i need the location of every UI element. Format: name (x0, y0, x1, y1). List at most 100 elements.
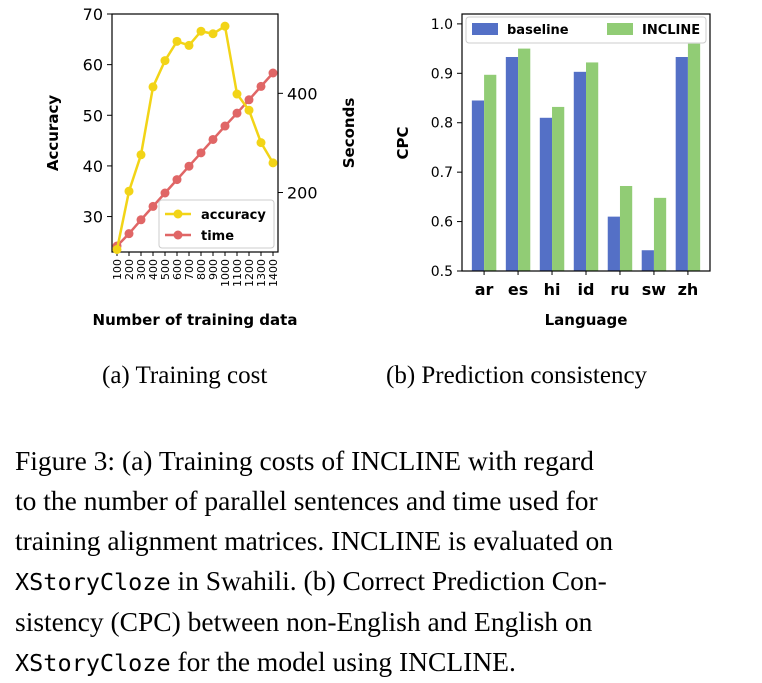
incline-bar (586, 62, 599, 271)
training-data-axis-label: Number of training data (93, 311, 298, 329)
incline-bar (552, 106, 565, 272)
training-cost-legend: accuracy time (158, 199, 275, 249)
accuracy-point (220, 21, 230, 31)
baseline-bar (573, 71, 586, 271)
time-point (232, 108, 242, 118)
time-point (172, 175, 182, 185)
baseline-bar (641, 250, 654, 271)
baseline-bar (675, 56, 688, 271)
training-data-tick-label: 100 (111, 259, 124, 280)
accuracy-tick-label: 70 (83, 5, 103, 24)
cpc-legend: baseline INCLINE (465, 16, 707, 44)
cpc-tick-label: 0.9 (431, 66, 453, 82)
cpc-tick-label: 0.8 (431, 116, 453, 132)
training-data-tick-label: 1100 (231, 259, 244, 287)
accuracy-point (196, 26, 206, 36)
baseline-bar (471, 100, 485, 271)
time-point (256, 81, 266, 91)
language-axis-label: Language (545, 311, 628, 329)
accuracy-tick-label: 40 (83, 157, 103, 176)
language-tick-label: es (508, 280, 528, 299)
accuracy-point (184, 40, 194, 50)
language-tick-label: zh (678, 280, 699, 299)
cpc-tick-label: 0.6 (431, 215, 453, 231)
training-data-tick-label: 800 (195, 259, 208, 280)
incline-bar (484, 74, 497, 272)
legend-baseline-label: baseline (507, 23, 569, 38)
baseline-bar (539, 117, 553, 272)
seconds-axis-label: Seconds (340, 98, 358, 169)
training-cost-series (112, 21, 278, 254)
language-tick-label: sw (642, 280, 667, 299)
accuracy-tick-label: 60 (83, 56, 103, 75)
cpc-axis-label: CPC (394, 126, 412, 159)
accuracy-point (124, 186, 134, 196)
training-data-tick-label: 1300 (255, 259, 268, 287)
training-data-tick-label: 1000 (219, 259, 232, 287)
training-data-tick-label: 1400 (267, 259, 280, 287)
time-point (208, 134, 218, 144)
dataset-name: XStoryCloze (15, 568, 171, 596)
accuracy-point (244, 105, 254, 115)
cpc-axis-ticks: 0.5 0.6 0.7 0.8 0.9 1.0 (431, 17, 462, 280)
time-point (136, 215, 146, 225)
prediction-consistency-chart: 0.5 0.6 0.7 0.8 0.9 1.0 ar es hi id ru sw zh CPC La… (394, 13, 711, 329)
training-data-tick-label: 700 (183, 259, 196, 280)
cpc-bars (471, 43, 701, 272)
incline-bar (687, 43, 701, 272)
incline-bar (518, 48, 531, 271)
accuracy-tick-label: 50 (83, 106, 103, 125)
caption-line-4-text: in Swahili. (b) Correct Prediction Con- (170, 565, 607, 596)
figure-caption: Figure 3: (a) Training costs of INCLINE … (15, 441, 750, 683)
subcaption-a: (a) Training cost (102, 362, 268, 389)
accuracy-axis-label: Accuracy (44, 95, 62, 171)
seconds-tick-label: 400 (287, 84, 318, 103)
time-point (148, 201, 158, 211)
legend-accuracy-label: accuracy (201, 208, 266, 223)
incline-bar (653, 197, 667, 271)
accuracy-axis-ticks: 30 40 50 60 70 (83, 5, 112, 227)
caption-line-6: XStoryCloze for the model using INCLINE. (15, 642, 750, 683)
time-point (124, 229, 134, 239)
caption-line-1: Figure 3: (a) Training costs of INCLINE … (15, 445, 594, 476)
accuracy-point (112, 244, 122, 254)
caption-line-6-text: for the model using INCLINE. (170, 646, 516, 677)
time-point (160, 188, 170, 198)
caption-line-5: sistency (CPC) between non-English and E… (15, 606, 593, 637)
dataset-name: XStoryCloze (15, 649, 171, 677)
caption-line-2: to the number of parallel sentences and … (15, 485, 598, 516)
language-tick-label: id (578, 280, 595, 299)
legend-time-label: time (201, 229, 234, 244)
seconds-tick-label: 200 (287, 184, 318, 203)
accuracy-point (232, 89, 242, 99)
accuracy-tick-label: 30 (83, 208, 103, 227)
accuracy-point (160, 56, 170, 66)
language-axis-ticks: ar es hi id ru sw zh (475, 271, 699, 299)
cpc-tick-label: 0.5 (431, 264, 453, 280)
training-data-tick-label: 500 (159, 259, 172, 280)
time-point (268, 68, 278, 78)
caption-line-3: training alignment matrices. INCLINE is … (15, 525, 613, 556)
accuracy-point (208, 29, 218, 39)
legend-incline-label: INCLINE (642, 23, 700, 38)
time-point (184, 161, 194, 171)
accuracy-point (136, 150, 146, 160)
training-data-axis-ticks: 100 200 300 400 500 600 700 800 900 1000 1100 1200 1… (111, 252, 280, 287)
training-data-tick-label: 200 (123, 259, 136, 280)
seconds-axis-ticks: 200 400 (278, 84, 318, 203)
caption-line-4: XStoryCloze in Swahili. (b) Correct Pred… (15, 561, 750, 602)
accuracy-point (172, 36, 182, 46)
cpc-tick-label: 1.0 (431, 17, 453, 33)
accuracy-point (148, 82, 158, 92)
training-data-tick-label: 900 (207, 259, 220, 280)
cpc-tick-label: 0.7 (431, 165, 453, 181)
baseline-bar (505, 56, 519, 271)
language-tick-label: hi (544, 280, 561, 299)
time-point (220, 121, 230, 131)
training-data-tick-label: 400 (147, 259, 160, 280)
training-data-tick-label: 300 (135, 259, 148, 280)
time-point (196, 148, 206, 158)
incline-bar (619, 185, 633, 271)
